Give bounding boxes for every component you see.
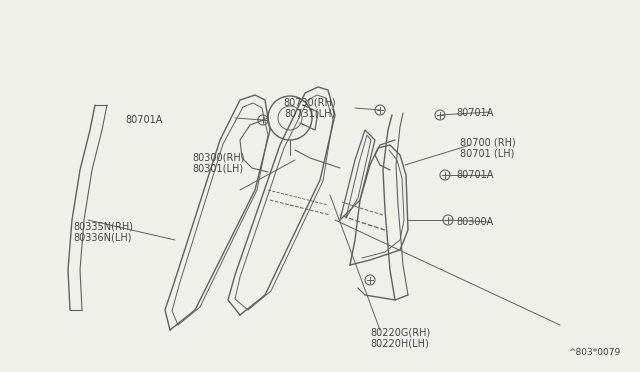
Text: 80701A: 80701A (456, 170, 493, 180)
Text: 80701A: 80701A (125, 115, 163, 125)
Text: 80335N(RH)
80336N(LH): 80335N(RH) 80336N(LH) (73, 221, 133, 243)
Text: 80300(RH)
80301(LH): 80300(RH) 80301(LH) (192, 152, 244, 174)
Text: 80300A: 80300A (456, 217, 493, 227)
Text: 80701A: 80701A (456, 108, 493, 118)
Text: 80700 (RH)
80701 (LH): 80700 (RH) 80701 (LH) (460, 137, 516, 159)
Text: 80220G(RH)
80220H(LH): 80220G(RH) 80220H(LH) (370, 327, 430, 349)
Text: 80730(RH)
80731(LH): 80730(RH) 80731(LH) (284, 97, 336, 119)
Text: ^803*0079: ^803*0079 (568, 348, 620, 357)
